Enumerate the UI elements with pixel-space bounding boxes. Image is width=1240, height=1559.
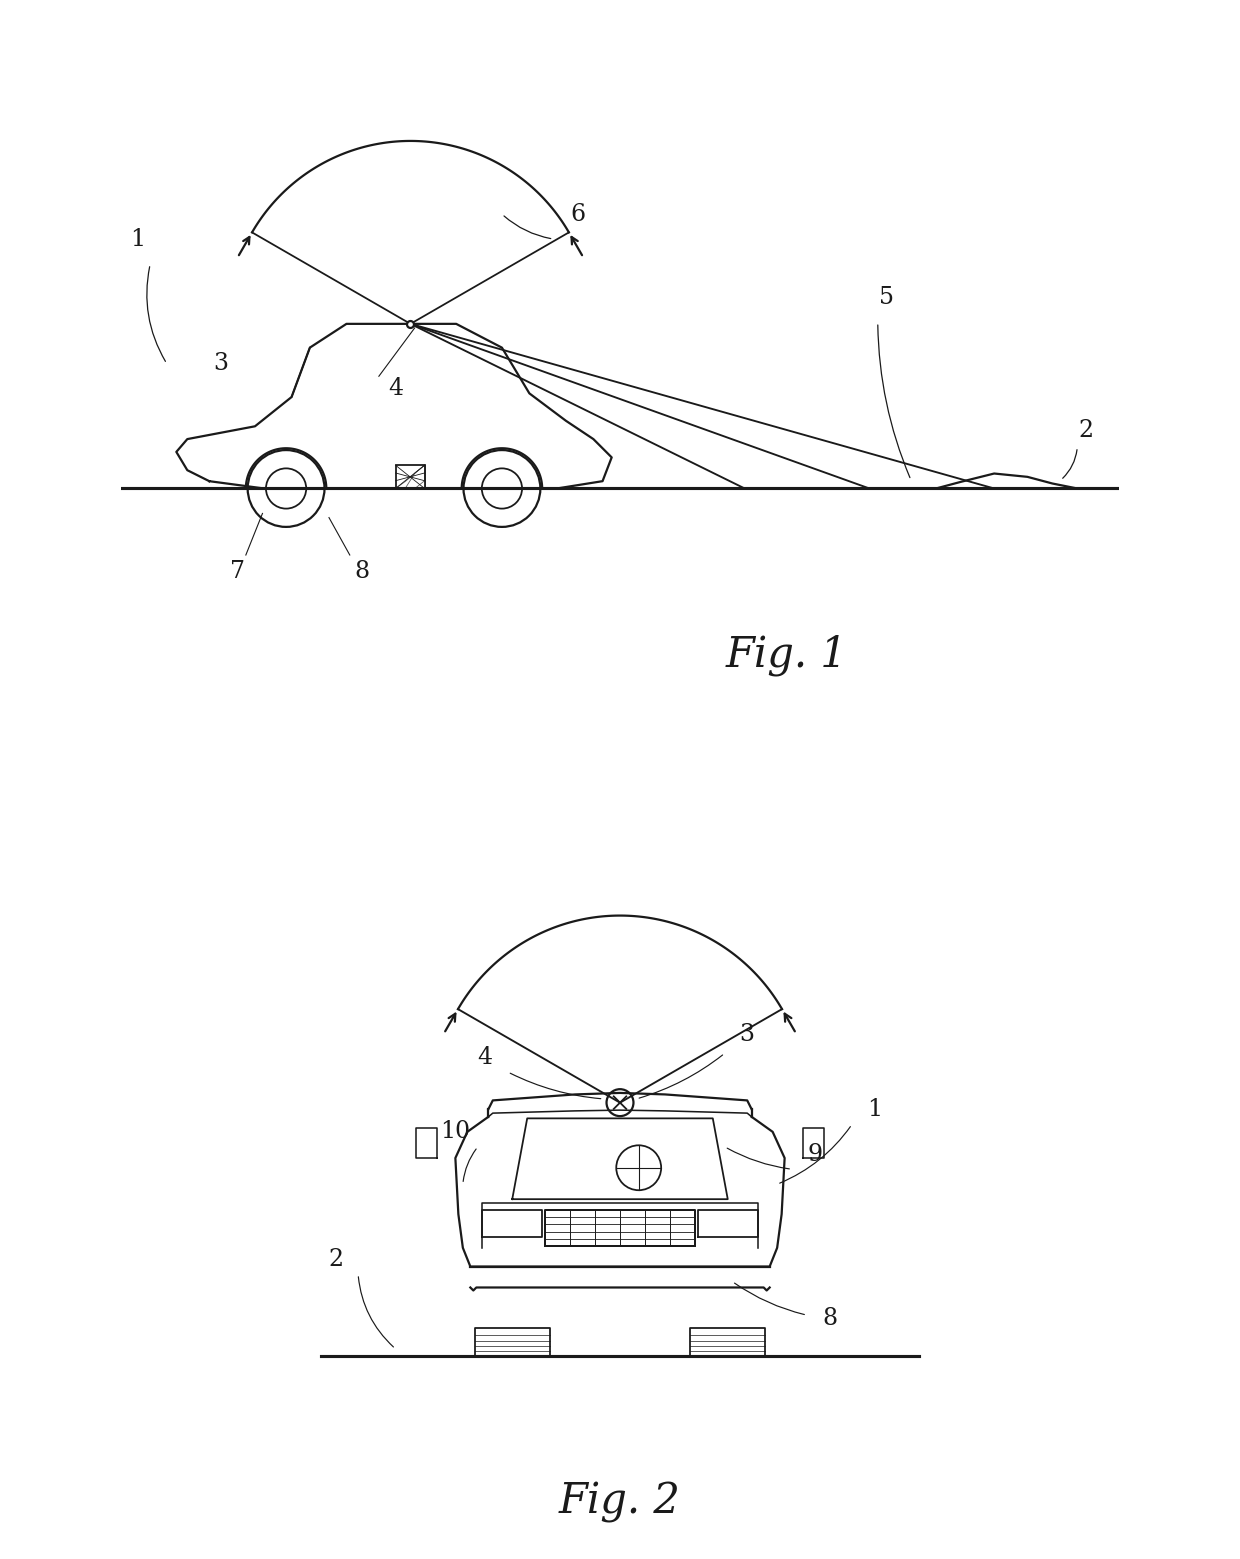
Text: 2: 2 [329, 1247, 343, 1271]
Text: 1: 1 [130, 228, 145, 251]
Text: 3: 3 [740, 1023, 755, 1046]
Text: 3: 3 [213, 352, 228, 376]
Text: 4: 4 [477, 1046, 492, 1068]
Text: 6: 6 [570, 203, 587, 226]
Text: 4: 4 [388, 377, 403, 401]
Bar [396, 465, 424, 488]
Text: Fig. 2: Fig. 2 [559, 1481, 681, 1523]
Text: 1: 1 [867, 1098, 882, 1121]
Text: 8: 8 [822, 1308, 837, 1330]
Text: 5: 5 [879, 285, 894, 309]
Text: 7: 7 [231, 560, 246, 583]
Text: 10: 10 [440, 1121, 470, 1143]
Text: Fig. 1: Fig. 1 [725, 635, 847, 675]
Text: 2: 2 [1078, 419, 1094, 441]
Text: 8: 8 [355, 560, 370, 583]
Text: 9: 9 [807, 1143, 822, 1166]
